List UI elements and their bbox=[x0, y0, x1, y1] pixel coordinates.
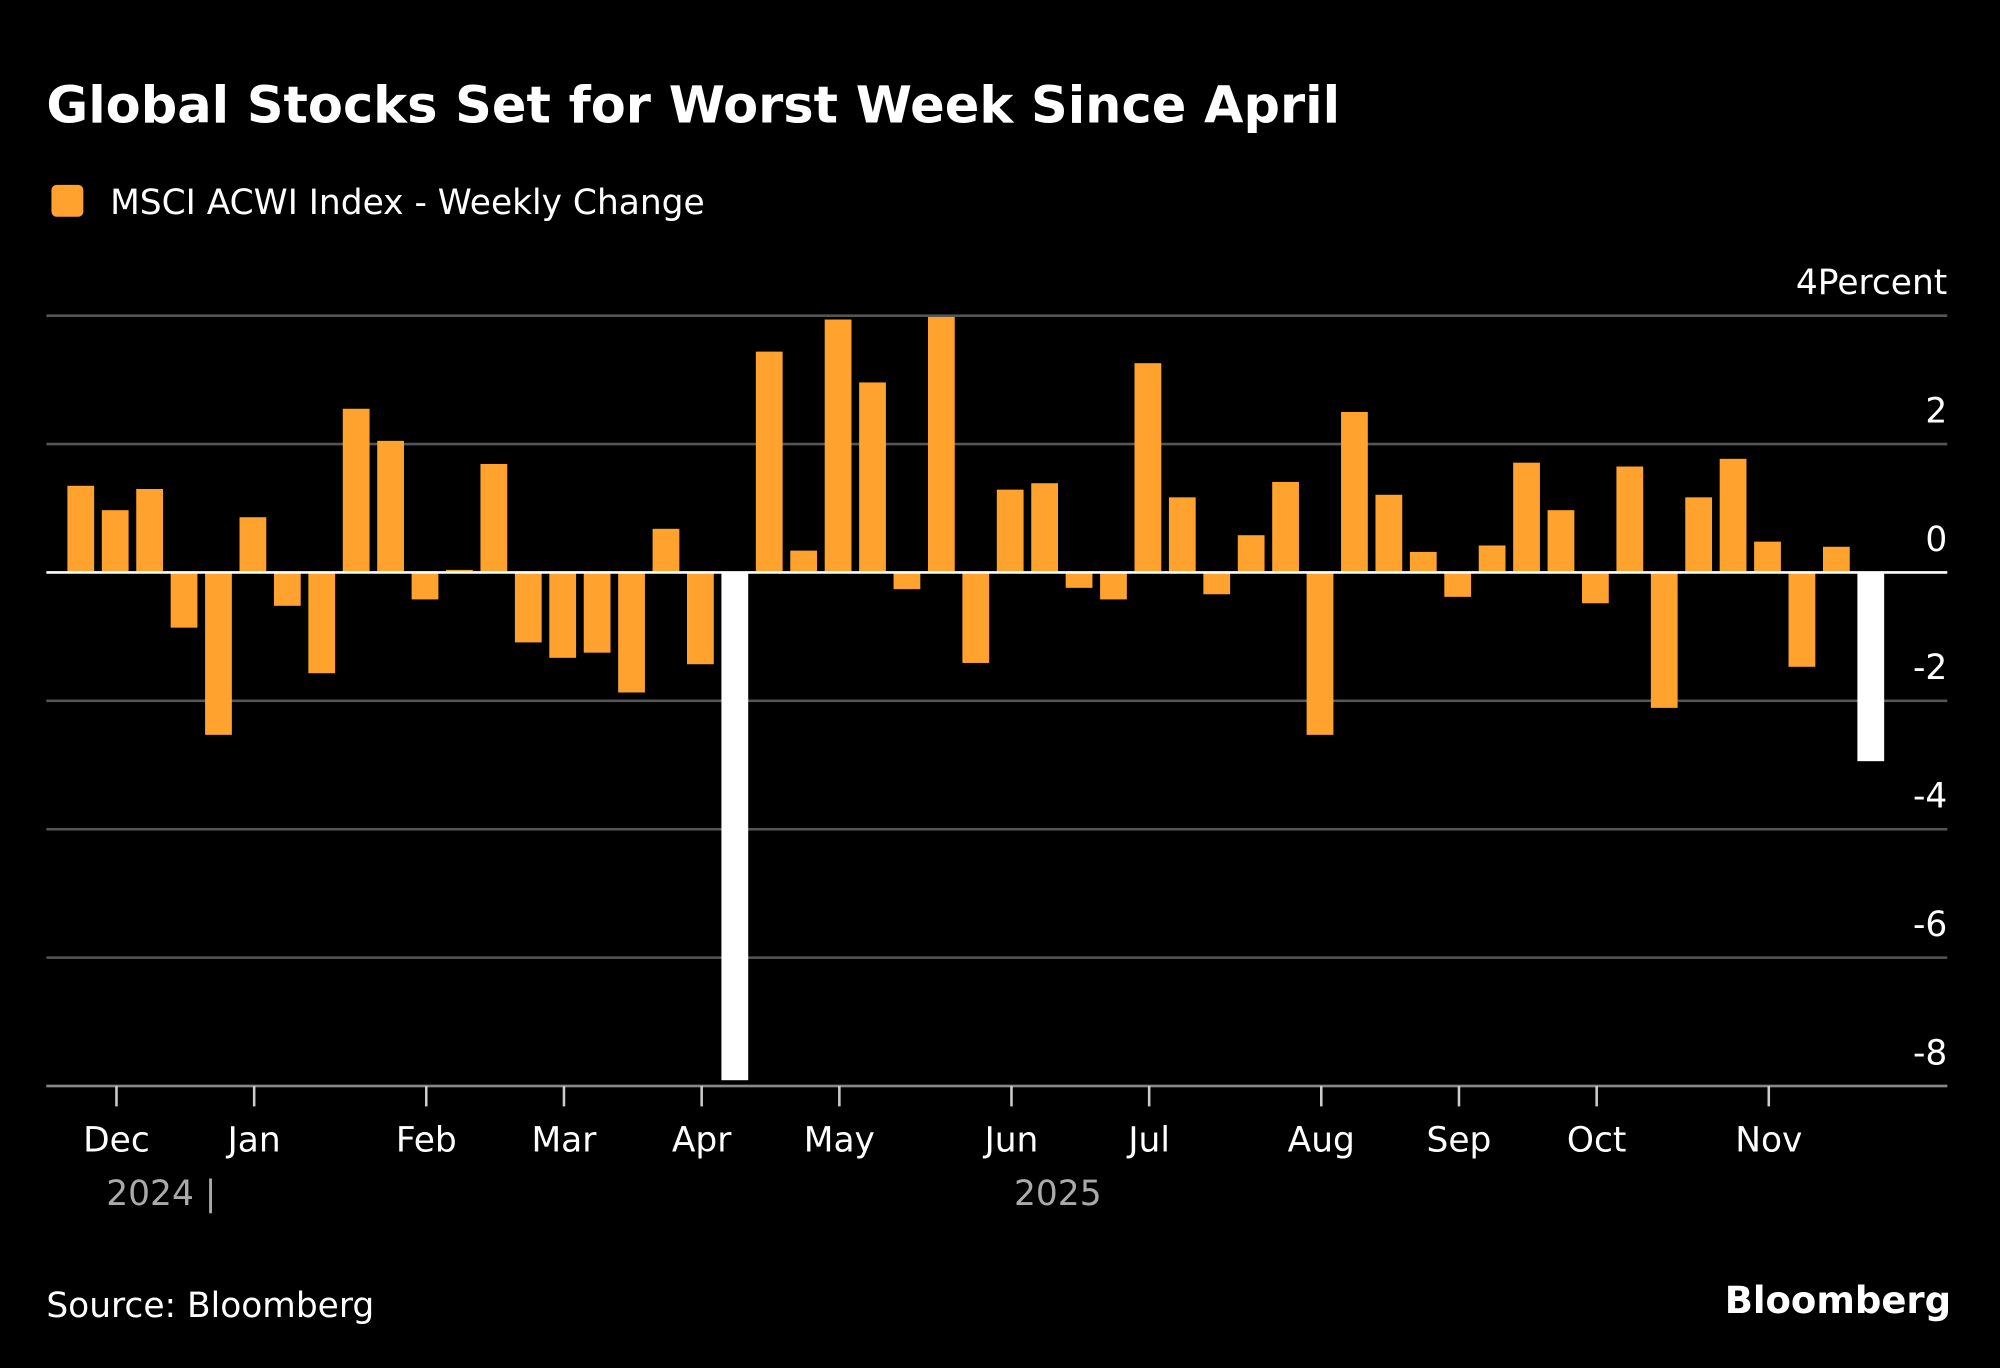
bar bbox=[1272, 481, 1299, 573]
year-label-2025: 2025 bbox=[1014, 1174, 1102, 1214]
bar bbox=[1719, 458, 1747, 573]
bar bbox=[239, 517, 267, 573]
bar bbox=[1822, 546, 1850, 573]
chart-title: Global Stocks Set for Worst Week Since A… bbox=[46, 76, 1340, 135]
bar bbox=[618, 572, 645, 693]
x-tick-label: Aug bbox=[1288, 1120, 1355, 1160]
bar bbox=[170, 572, 198, 628]
bar bbox=[1065, 572, 1093, 588]
bar bbox=[824, 319, 852, 573]
bar bbox=[342, 408, 370, 573]
bar bbox=[308, 572, 336, 674]
y-tick-label: 2 bbox=[1925, 391, 1947, 431]
bar bbox=[411, 572, 439, 600]
bar bbox=[1203, 572, 1231, 595]
bar bbox=[67, 485, 95, 573]
y-tick-label: 4Percent bbox=[1796, 263, 1947, 303]
bar bbox=[1444, 572, 1472, 597]
bar bbox=[273, 572, 301, 606]
bar bbox=[859, 382, 886, 573]
bloomberg-logo: Bloomberg bbox=[1725, 1279, 1951, 1322]
bar bbox=[1375, 494, 1403, 573]
bar bbox=[893, 572, 921, 590]
source-note: Source: Bloomberg bbox=[46, 1286, 374, 1326]
bar bbox=[101, 510, 129, 573]
y-tick-label: -2 bbox=[1913, 648, 1947, 688]
bar bbox=[790, 550, 818, 573]
bar bbox=[446, 569, 473, 573]
x-tick-label: Nov bbox=[1735, 1120, 1802, 1160]
bar bbox=[583, 572, 611, 653]
bar bbox=[1547, 510, 1575, 573]
bar bbox=[377, 440, 404, 573]
x-tick-label: Oct bbox=[1567, 1120, 1626, 1160]
bar bbox=[514, 572, 542, 643]
bar bbox=[1650, 572, 1678, 708]
x-tick-label: Feb bbox=[396, 1120, 457, 1160]
year-label-2024: 2024 | bbox=[106, 1174, 216, 1214]
legend-swatch bbox=[51, 184, 84, 217]
bar bbox=[1100, 572, 1127, 600]
bar bbox=[1237, 535, 1265, 573]
bar bbox=[1031, 483, 1059, 573]
x-tick-label: Jan bbox=[226, 1120, 281, 1160]
y-tick-label: -8 bbox=[1913, 1033, 1947, 1073]
bar bbox=[1616, 466, 1644, 573]
bar bbox=[549, 572, 577, 658]
bar bbox=[687, 572, 714, 665]
bar bbox=[1478, 545, 1506, 573]
bar bbox=[136, 488, 164, 573]
x-tick-label: Mar bbox=[532, 1120, 598, 1160]
x-tick-label: Jun bbox=[983, 1120, 1039, 1160]
bar bbox=[1788, 572, 1816, 667]
bar-highlighted bbox=[1857, 572, 1885, 762]
bar-highlighted bbox=[721, 572, 749, 1081]
bar bbox=[652, 528, 680, 573]
bar bbox=[996, 489, 1024, 573]
legend-label: MSCI ACWI Index - Weekly Change bbox=[110, 183, 705, 223]
x-tick-label: May bbox=[804, 1120, 875, 1160]
bar bbox=[1134, 363, 1162, 573]
bar bbox=[1306, 572, 1334, 735]
bar bbox=[755, 351, 783, 573]
x-tick-label: Apr bbox=[672, 1120, 732, 1160]
bar bbox=[962, 572, 990, 663]
bar bbox=[1168, 497, 1196, 573]
x-tick-label: Dec bbox=[83, 1120, 150, 1160]
bar bbox=[927, 316, 955, 573]
x-tick-label: Sep bbox=[1427, 1120, 1492, 1160]
x-tick-label: Jul bbox=[1126, 1120, 1170, 1160]
bar bbox=[1754, 541, 1781, 573]
bar bbox=[205, 572, 232, 735]
bar bbox=[1409, 551, 1437, 573]
y-tick-label: -4 bbox=[1913, 777, 1947, 817]
bar bbox=[1685, 497, 1713, 573]
y-tick-label: -6 bbox=[1913, 905, 1947, 945]
bar bbox=[1341, 411, 1368, 573]
bar bbox=[1582, 572, 1609, 604]
bar bbox=[480, 463, 508, 573]
y-tick-label: 0 bbox=[1925, 520, 1947, 560]
bar bbox=[1513, 462, 1540, 573]
